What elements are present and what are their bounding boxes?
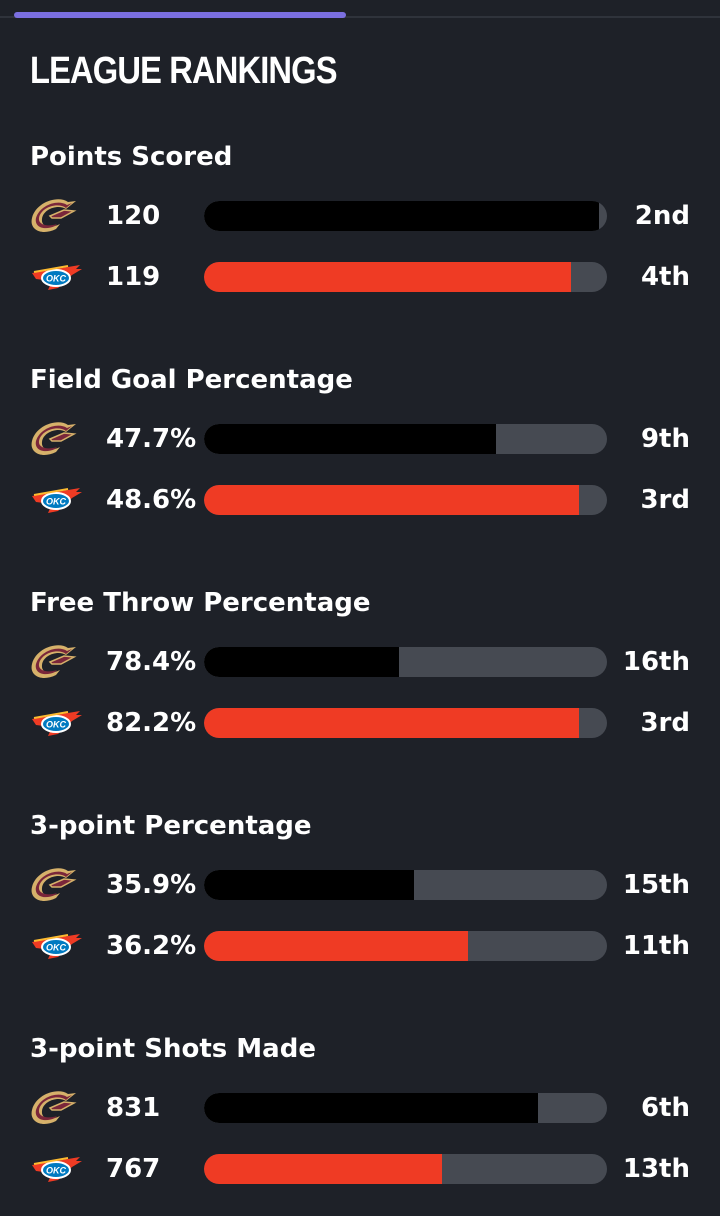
ranking-bar-fill [204, 262, 571, 292]
league-rank: 13th [622, 1154, 690, 1184]
stat-value: 82.2% [106, 708, 197, 738]
stat-value: 119 [106, 262, 161, 292]
league-rank: 3rd [640, 485, 690, 515]
league-rank: 4th [640, 262, 690, 292]
svg-text:OKC: OKC [46, 943, 67, 953]
thunder-logo-icon: OKC [28, 703, 82, 743]
top-divider [0, 16, 720, 18]
svg-text:OKC: OKC [46, 274, 67, 284]
thunder-logo-icon: OKC [28, 926, 82, 966]
team-ranking-row: 47.7% 9th [0, 419, 720, 459]
league-rank: 15th [622, 870, 690, 900]
cavaliers-logo-icon [28, 642, 82, 682]
ranking-bar-fill [204, 647, 400, 677]
team-ranking-row: 35.9% 15th [0, 865, 720, 905]
ranking-bar-fill [204, 1154, 442, 1184]
ranking-bar-track [204, 201, 607, 231]
ranking-bar-track [204, 708, 607, 738]
team-ranking-row: OKC 82.2% 3rd [0, 703, 720, 743]
ranking-bar-fill [204, 1093, 539, 1123]
stat-value: 78.4% [106, 647, 197, 677]
ranking-bar-track [204, 262, 607, 292]
ranking-bar-fill [204, 931, 468, 961]
ranking-bar-track [204, 1154, 607, 1184]
stat-value: 48.6% [106, 485, 197, 515]
svg-text:OKC: OKC [46, 720, 67, 730]
ranking-bar-track [204, 485, 607, 515]
ranking-bar-track [204, 647, 607, 677]
team-ranking-row: OKC 767 13th [0, 1149, 720, 1189]
active-tab-indicator [14, 12, 346, 18]
section-title: Points Scored [30, 142, 233, 172]
thunder-logo-icon: OKC [28, 1149, 82, 1189]
league-rank: 9th [640, 424, 690, 454]
svg-text:OKC: OKC [46, 497, 67, 507]
cavaliers-logo-icon [28, 419, 82, 459]
ranking-bar-track [204, 931, 607, 961]
ranking-bar-track [204, 424, 607, 454]
ranking-bar-fill [204, 424, 497, 454]
team-ranking-row: OKC 48.6% 3rd [0, 480, 720, 520]
team-ranking-row: 120 2nd [0, 196, 720, 236]
team-ranking-row: 78.4% 16th [0, 642, 720, 682]
stat-value: 831 [106, 1093, 161, 1123]
team-ranking-row: OKC 36.2% 11th [0, 926, 720, 966]
team-ranking-row: 831 6th [0, 1088, 720, 1128]
cavaliers-logo-icon [28, 196, 82, 236]
ranking-bar-track [204, 870, 607, 900]
cavaliers-logo-icon [28, 1088, 82, 1128]
stat-value: 767 [106, 1154, 161, 1184]
section-title: Free Throw Percentage [30, 588, 371, 618]
league-rank: 2nd [634, 201, 690, 231]
page-title: LEAGUE RANKINGS [30, 50, 338, 92]
svg-text:OKC: OKC [46, 1166, 67, 1176]
ranking-bar-fill [204, 201, 599, 231]
stat-value: 47.7% [106, 424, 197, 454]
section-title: 3-point Shots Made [30, 1034, 316, 1064]
team-ranking-row: OKC 119 4th [0, 257, 720, 297]
league-rank: 6th [640, 1093, 690, 1123]
ranking-bar-fill [204, 708, 579, 738]
league-rank: 11th [622, 931, 690, 961]
ranking-bar-fill [204, 870, 414, 900]
stat-value: 35.9% [106, 870, 197, 900]
thunder-logo-icon: OKC [28, 257, 82, 297]
stat-value: 120 [106, 201, 161, 231]
section-title: Field Goal Percentage [30, 365, 353, 395]
league-rank: 3rd [640, 708, 690, 738]
section-title: 3-point Percentage [30, 811, 312, 841]
league-rank: 16th [622, 647, 690, 677]
stat-value: 36.2% [106, 931, 197, 961]
ranking-bar-track [204, 1093, 607, 1123]
ranking-bar-fill [204, 485, 579, 515]
cavaliers-logo-icon [28, 865, 82, 905]
thunder-logo-icon: OKC [28, 480, 82, 520]
